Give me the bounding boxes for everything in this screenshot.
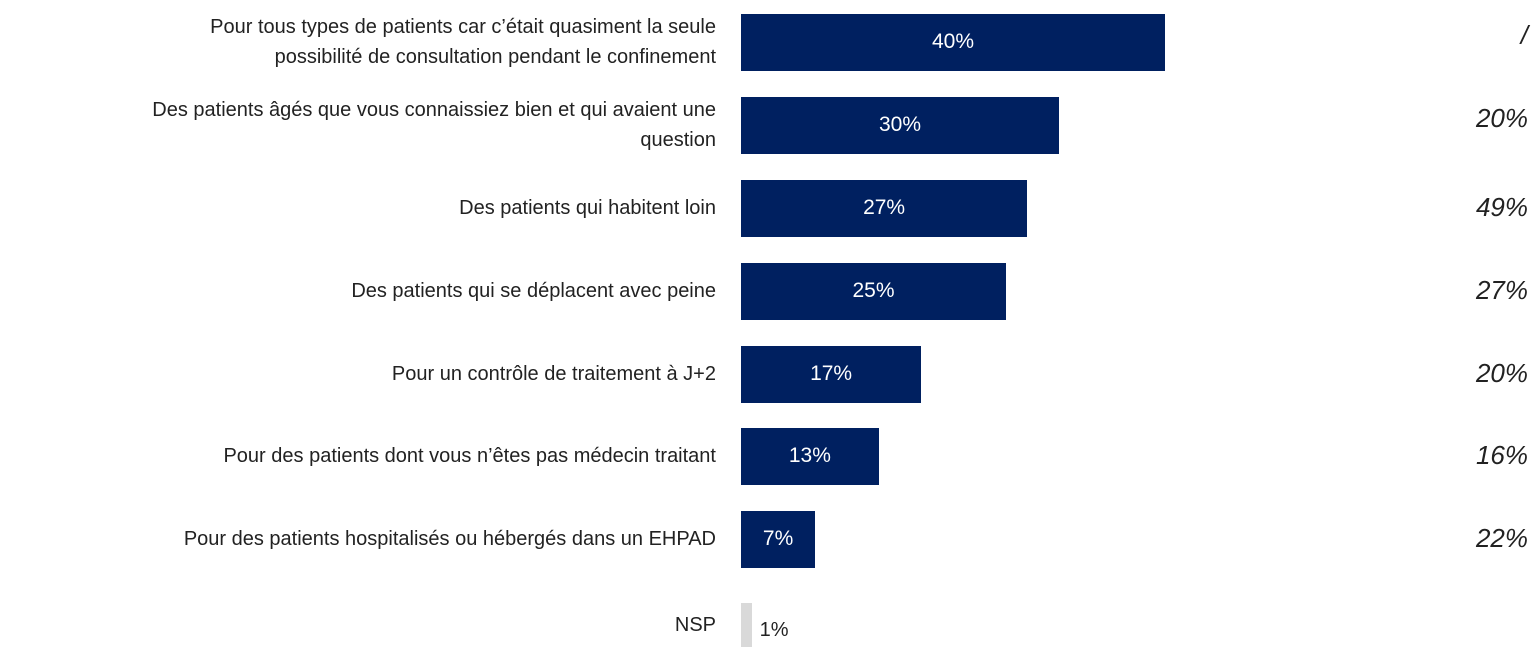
value-label: 17%	[810, 362, 853, 385]
category-label: Des patients âgés que vous connaissiez b…	[152, 99, 716, 151]
category-label: Pour un contrôle de traitement à J+2	[391, 363, 716, 385]
category-label: Pour des patients dont vous n’êtes pas m…	[223, 445, 716, 467]
comparison-label: 22%	[1475, 523, 1528, 553]
bar	[741, 13, 1165, 71]
category-label: NSP	[674, 614, 716, 636]
bar	[741, 179, 1028, 237]
bar	[741, 603, 752, 647]
bar	[741, 345, 922, 403]
comparison-label: /	[1520, 20, 1528, 50]
comparison-label: 27%	[1475, 275, 1528, 305]
comparison-label: 49%	[1475, 192, 1528, 222]
value-label: 7%	[762, 527, 794, 550]
value-label: 13%	[788, 444, 831, 467]
category-label: Pour tous types de patients car c’était …	[210, 16, 716, 68]
comparison-label: 20%	[1475, 358, 1528, 388]
value-label: 25%	[852, 279, 895, 302]
category-label: Des patients qui se déplacent avec peine	[351, 280, 716, 302]
value-label: 30%	[878, 113, 922, 136]
bar	[741, 510, 816, 568]
comparison-label: 20%	[1475, 103, 1528, 133]
category-label: Pour des patients hospitalisés ou héberg…	[183, 528, 716, 550]
category-label: Des patients qui habitent loin	[459, 197, 716, 219]
chart: Pour tous types de patients car c’était …	[152, 13, 1528, 647]
value-label: 40%	[931, 30, 975, 53]
comparison-label: 16%	[1475, 440, 1528, 470]
bar	[741, 427, 879, 485]
value-label: 1%	[759, 618, 789, 641]
bar	[741, 96, 1059, 154]
bar	[741, 262, 1006, 320]
value-label: 27%	[863, 196, 906, 219]
